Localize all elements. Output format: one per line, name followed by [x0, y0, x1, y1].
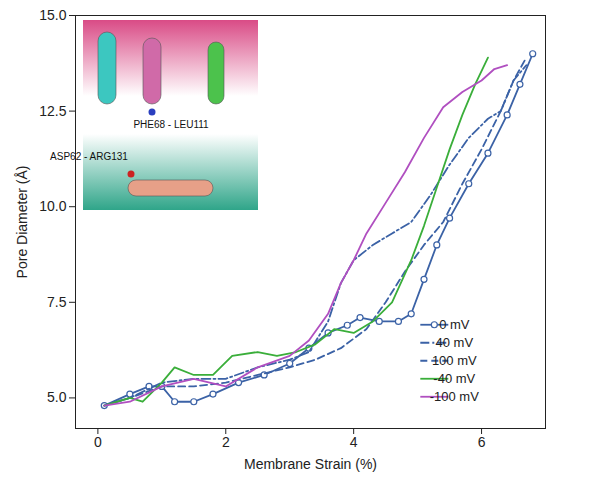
svg-text:12.5: 12.5	[39, 103, 66, 119]
svg-text:10.0: 10.0	[39, 198, 66, 214]
svg-text:Pore Diameter (Å): Pore Diameter (Å)	[14, 166, 30, 279]
svg-text:0 mV: 0 mV	[439, 317, 470, 332]
svg-text:100 mV: 100 mV	[432, 353, 477, 368]
svg-text:6: 6	[478, 434, 486, 450]
svg-text:5.0: 5.0	[47, 389, 67, 405]
svg-text:ASP62 - ARG131: ASP62 - ARG131	[50, 151, 128, 162]
svg-text:4: 4	[350, 434, 358, 450]
svg-text:PHE68 - LEU111: PHE68 - LEU111	[133, 119, 209, 130]
svg-text:2: 2	[222, 434, 230, 450]
svg-text:Membrane Strain (%): Membrane Strain (%)	[244, 456, 377, 472]
svg-text:-100 mV: -100 mV	[430, 389, 479, 404]
svg-text:15.0: 15.0	[39, 7, 66, 23]
svg-text:-40 mV: -40 mV	[433, 371, 475, 386]
svg-text:0: 0	[94, 434, 102, 450]
svg-text:40 mV: 40 mV	[436, 335, 474, 350]
svg-text:7.5: 7.5	[47, 294, 67, 310]
